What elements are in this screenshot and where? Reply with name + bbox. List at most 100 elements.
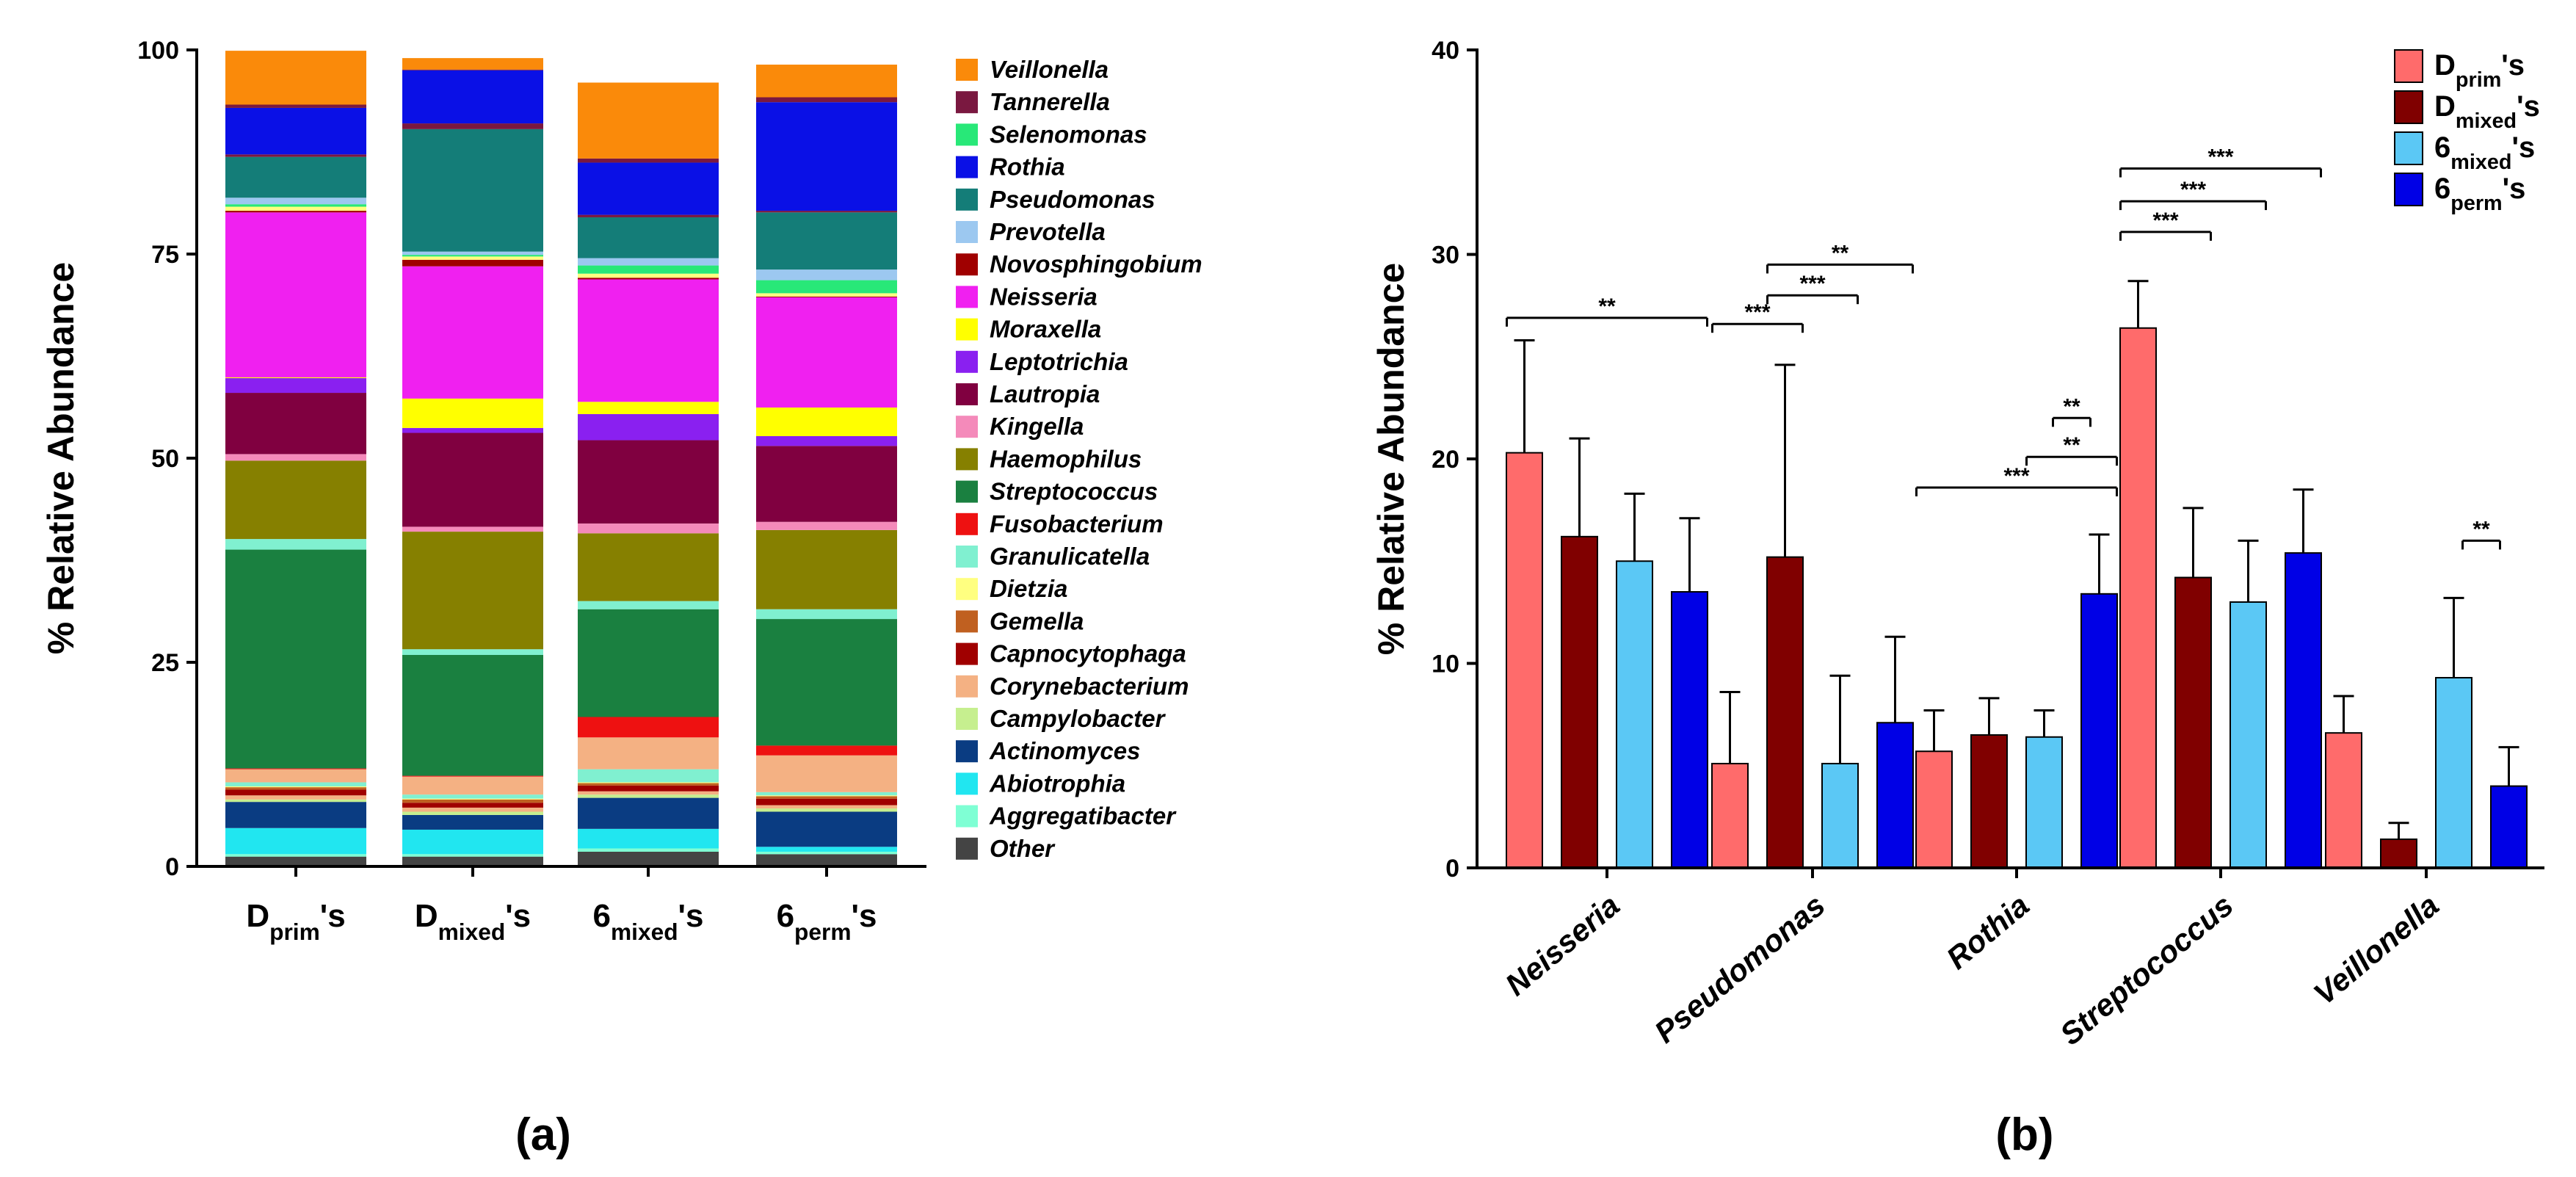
bar-segment-dietzia [578, 782, 719, 783]
y-axis-label: % Relative Abundance [40, 262, 81, 654]
bar-segment-corynebacterium [402, 776, 543, 795]
x-tick-label: Dprim's [246, 898, 345, 945]
legend-label: Streptococcus [990, 478, 1158, 505]
x-tick-label-sub: perm [794, 919, 851, 945]
bar-segment-campylobacter [225, 799, 366, 803]
bar-segment-granulicatella [402, 649, 543, 655]
legend-swatch [956, 578, 978, 601]
bar-streptococcus-0 [2119, 327, 2157, 869]
legend-label: Fusobacterium [990, 510, 1164, 537]
bar-neisseria-1 [1561, 535, 1598, 869]
bar-segment-novosphingobium [402, 259, 543, 267]
bar-segment-moraxella [756, 408, 897, 436]
legend-label: Novosphingobium [990, 250, 1202, 278]
bar-streptococcus-1 [2174, 576, 2212, 869]
legend-label: Dmixed's [2434, 90, 2540, 133]
legend-swatch [956, 188, 978, 211]
legend-label-main: 6 [2434, 173, 2450, 205]
bar-segment-gemella [402, 799, 543, 803]
bar-segment-gemella [578, 783, 719, 786]
bar-segment-abiotrophia [225, 827, 366, 855]
bar-segment-haemophilus [578, 533, 719, 601]
y-tick-label: 75 [151, 241, 179, 269]
bar-segment-prevotella [225, 198, 366, 205]
bar-segment-prevotella [402, 251, 543, 256]
legend-swatch [956, 708, 978, 730]
y-tick-label: 0 [1445, 855, 1459, 883]
y-tick-label: 100 [137, 37, 179, 65]
bar-segment-selenomonas [225, 204, 366, 207]
significance-label: ** [1832, 241, 1849, 265]
bar-segment-pseudomonas [578, 217, 719, 258]
legend-label: Tannerella [990, 88, 1110, 115]
bar-segment-actinomyces [756, 811, 897, 847]
bar-segment-granulicatella [578, 769, 719, 783]
significance-bracket: *** [1766, 272, 1859, 305]
bar-segment-pseudomonas [225, 156, 366, 198]
y-tick-label: 0 [165, 853, 179, 881]
y-tick-label: 20 [1432, 446, 1459, 474]
bar-segment-other [402, 856, 543, 866]
bar-segment-aggregatibacter [578, 848, 719, 852]
bar-segment-moraxella [225, 377, 366, 379]
bar-segment-corynebacterium [225, 795, 366, 800]
bar-segment-moraxella [402, 398, 543, 428]
bar-segment-leptotrichia [402, 427, 543, 433]
bar-segment-campylobacter [756, 808, 897, 812]
bar-segment-corynebacterium [402, 807, 543, 812]
bar-segment-campylobacter [402, 811, 543, 815]
legend-label: Kingella [990, 413, 1084, 440]
y-tick-label: 30 [1432, 242, 1459, 269]
legend-swatch [956, 416, 978, 438]
bar-veillonella-3 [2490, 785, 2528, 869]
bar-segment-capnocytophaga [402, 803, 543, 808]
x-tick-label: Dmixed's [415, 898, 531, 945]
legend-label-suffix: 's [2501, 49, 2525, 82]
bar-segment-aggregatibacter [225, 854, 366, 857]
bar-segment-granulicatella [225, 782, 366, 787]
bar-segment-granulicatella [756, 792, 897, 796]
x-tick-label-main: 6 [593, 898, 611, 934]
significance-bracket: ** [1766, 241, 1914, 274]
legend-label: Capnocytophaga [990, 640, 1186, 667]
legend-label-suffix: 's [2511, 131, 2535, 164]
bar-segment-streptococcus [225, 549, 366, 769]
legend-swatch [956, 610, 978, 633]
x-tick-label-suffix: 's [505, 898, 531, 934]
legend-swatch [956, 772, 978, 795]
legend-label: Selenomonas [990, 120, 1147, 148]
bar-segment-actinomyces [225, 802, 366, 828]
bar-segment-other [225, 856, 366, 866]
bar-segment-dietzia [756, 293, 897, 297]
bar-segment-actinomyces [578, 797, 719, 829]
legend-label: Lautropia [990, 380, 1100, 408]
bar-segment-novosphingobium [578, 278, 719, 280]
legend-swatch [956, 837, 978, 860]
bar-segment-streptococcus [578, 609, 719, 717]
bar-segment-fusobacterium [402, 775, 543, 777]
y-tick-label: 10 [1432, 651, 1459, 678]
legend-label-main: D [2434, 49, 2456, 82]
bar-segment-moraxella [578, 402, 719, 414]
bar-segment-corynebacterium [578, 737, 719, 769]
bar-pseudomonas-2 [1821, 762, 1859, 869]
stacked-bar-3 [756, 65, 897, 866]
legend-swatch [2394, 90, 2423, 124]
legend-swatch [956, 221, 978, 243]
legend-label: Dprim's [2434, 49, 2525, 92]
significance-bracket: *** [2119, 178, 2267, 211]
y-tick-label: 50 [151, 445, 179, 473]
legend-label: Aggregatibacter [989, 803, 1177, 830]
significance-label: ** [2063, 394, 2080, 419]
panel-label-b: (b) [1995, 1109, 2053, 1160]
bar-segment-rothia [225, 107, 366, 155]
legend-swatch [956, 480, 978, 503]
bar-segment-abiotrophia [402, 829, 543, 855]
bar-segment-haemophilus [756, 529, 897, 609]
bar-segment-tannerella [578, 214, 719, 217]
legend-label: Moraxella [990, 316, 1101, 343]
bar-segment-tannerella [225, 154, 366, 157]
legend-label-main: D [2434, 90, 2456, 123]
bar-segment-lautropia [225, 393, 366, 454]
bar-segment-dietzia [578, 273, 719, 278]
